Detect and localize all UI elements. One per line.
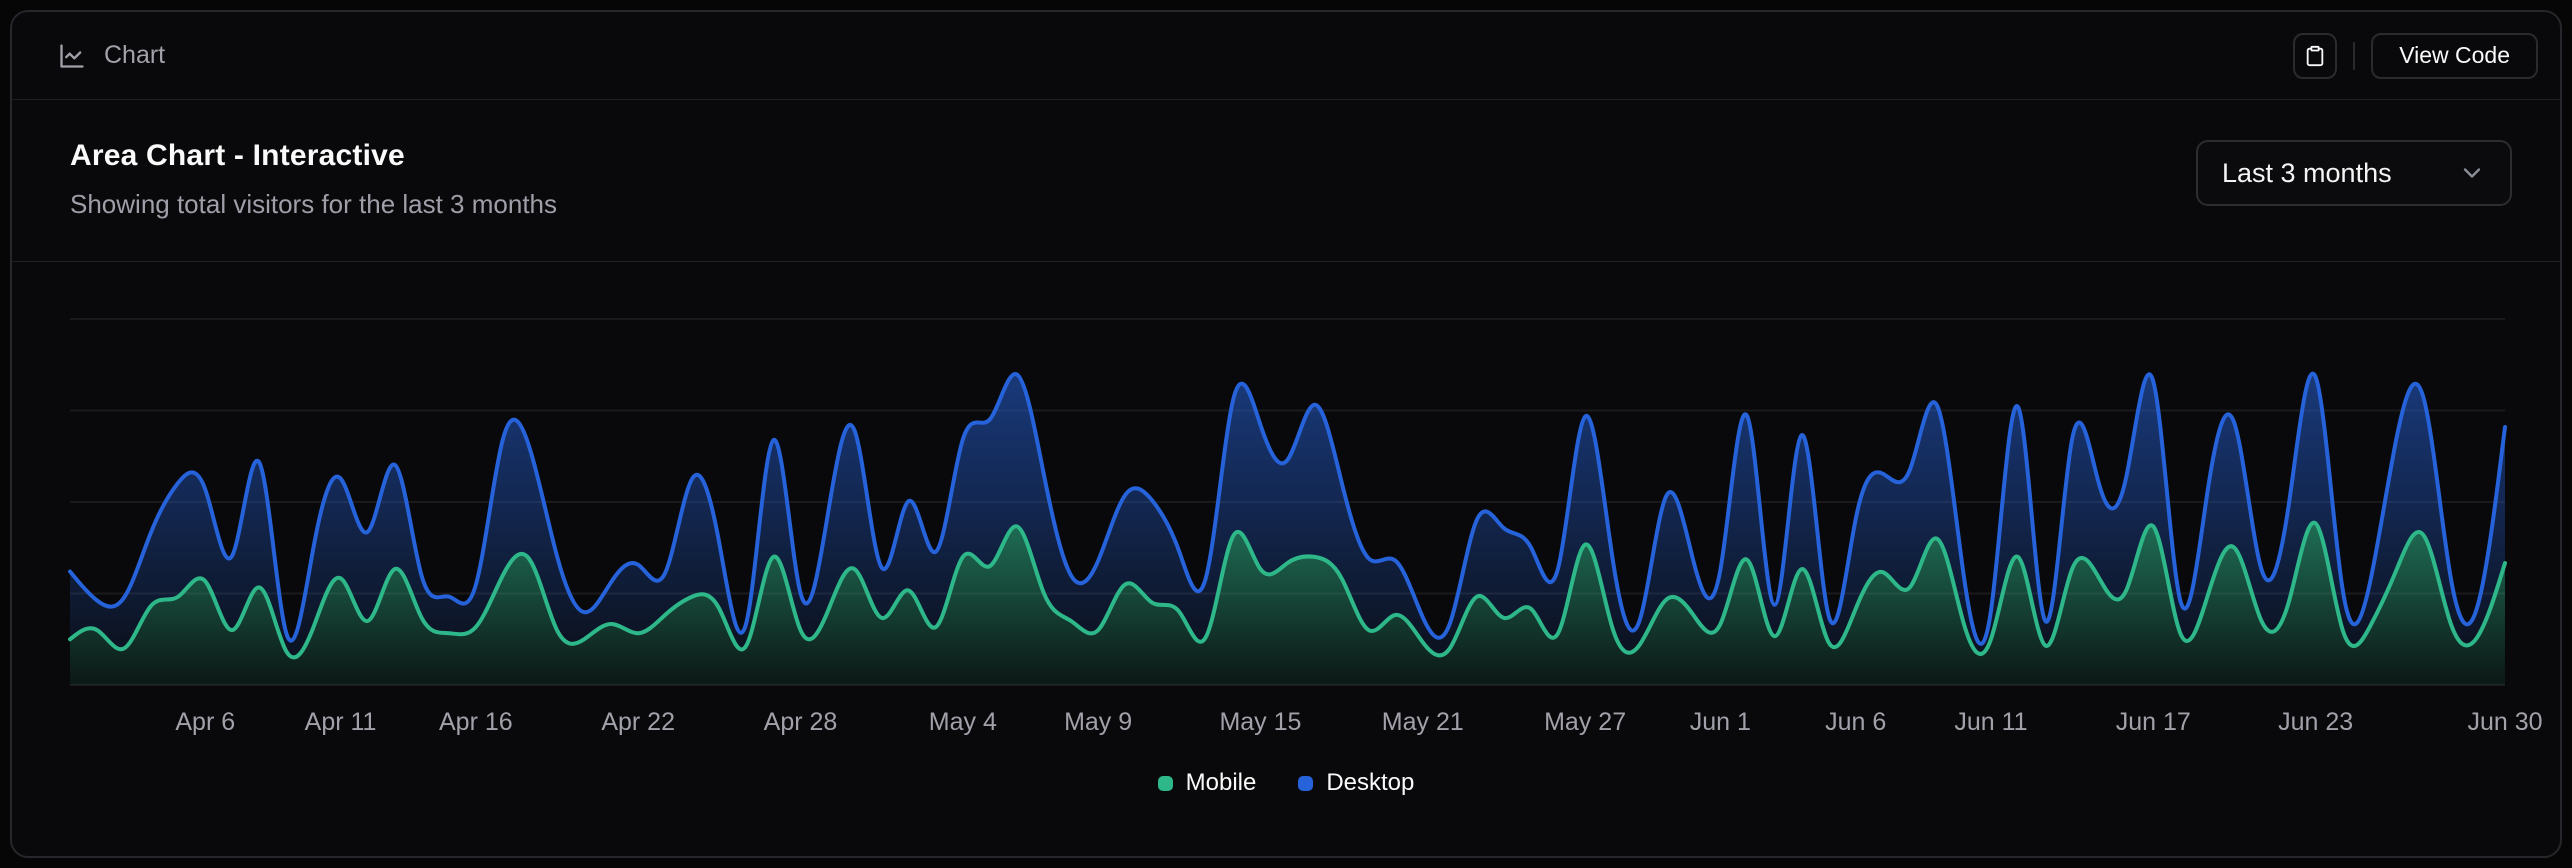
x-tick-label: Jun 1 (1689, 708, 1751, 736)
x-tick-label: May 4 (928, 708, 997, 736)
mobile-area (70, 522, 2505, 685)
chart-area[interactable]: Apr 6 Apr 11 Apr 16 Apr 22 Apr 28 May 4 May 9 M… (12, 262, 2562, 856)
legend-item-desktop: Desktop (1298, 768, 1414, 798)
toolbar-left: Chart (58, 41, 165, 70)
time-range-value: Last 3 months (2222, 157, 2392, 188)
toolbar-title: Chart (104, 41, 166, 69)
x-tick-label: Apr 16 (438, 708, 513, 736)
chart-line-icon (60, 43, 84, 68)
clipboard-icon (2306, 45, 2324, 66)
mobile-line (68, 520, 2507, 660)
x-tick-label: May 15 (1219, 708, 1302, 736)
legend-item-mobile: Mobile (1157, 768, 1257, 798)
x-tick-label: May 9 (1064, 708, 1133, 736)
x-tick-label: Apr 6 (175, 708, 236, 736)
time-range-select[interactable]: Last 3 months (2196, 140, 2512, 206)
x-tick-label: Jun 6 (1825, 708, 1887, 736)
x-tick-label: Jun 11 (1954, 708, 2028, 736)
x-tick-label: Apr 11 (304, 708, 377, 736)
x-tick-label: Jun 30 (2467, 708, 2543, 736)
x-tick-label: Apr 28 (763, 708, 838, 736)
legend-swatch (1298, 775, 1314, 791)
area-chart-svg[interactable] (12, 262, 2562, 732)
legend-label: Mobile (1185, 769, 1257, 796)
x-axis: Apr 6 Apr 11 Apr 16 Apr 22 Apr 28 May 4 May 9 M… (12, 707, 2560, 737)
card-header: Area Chart - Interactive Showing total v… (12, 100, 2560, 262)
copy-code-button[interactable] (2293, 32, 2338, 79)
x-tick-label: May 27 (1544, 708, 1627, 736)
x-tick-label: Jun 23 (2278, 708, 2354, 736)
chevron-down-icon (2463, 168, 2481, 178)
legend-label: Desktop (1326, 769, 1415, 796)
toolbar-divider (2353, 41, 2356, 70)
toolbar: Chart View Code (12, 12, 2560, 100)
chart-card-panel: Chart View Code Area Chart - Interactive… (10, 10, 2562, 858)
legend-swatch (1157, 775, 1173, 791)
x-tick-label: Apr 22 (601, 708, 675, 736)
toolbar-actions: View Code (2293, 32, 2538, 79)
x-tick-label: May 21 (1381, 708, 1464, 736)
desktop-line (68, 371, 2507, 646)
x-tick-label: Jun 17 (2115, 708, 2191, 736)
chart-legend: Mobile Desktop (12, 768, 2560, 798)
card-title: Area Chart - Interactive (70, 139, 405, 172)
card-description: Showing total visitors for the last 3 mo… (70, 189, 558, 219)
desktop-area (70, 373, 2505, 658)
view-code-button[interactable]: View Code (2371, 32, 2538, 79)
